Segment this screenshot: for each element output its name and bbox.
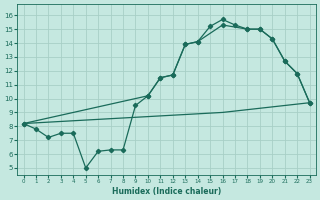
X-axis label: Humidex (Indice chaleur): Humidex (Indice chaleur) xyxy=(112,187,221,196)
